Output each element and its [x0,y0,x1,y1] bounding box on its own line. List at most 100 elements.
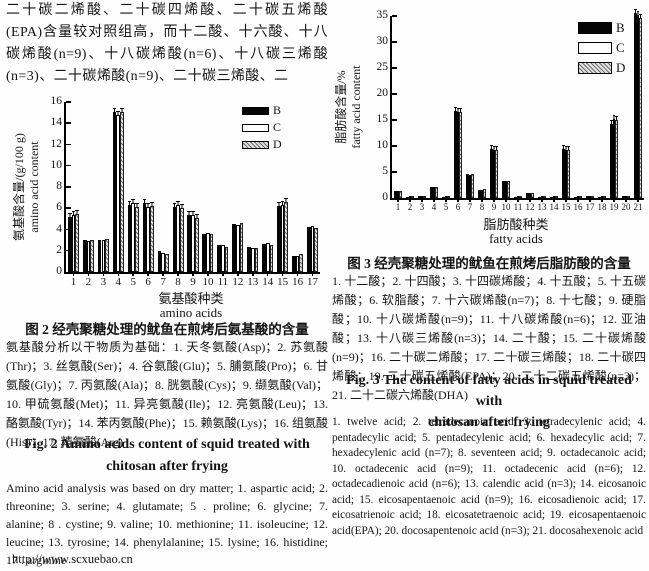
x-tick-mark [397,198,399,202]
bar-B-cat-15 [561,148,565,198]
bar-C-cat-20 [624,195,628,198]
legend-swatch-d-icon [242,140,269,149]
legend-row-C: C [242,120,282,135]
x-tick-mark [601,198,603,202]
y-tick-label: 10 [376,139,389,151]
error-bar [561,144,565,149]
figure2-note-en: Amino acid analysis was based on dry mat… [6,481,328,567]
bar-B-cat-8 [477,189,481,198]
x-tick-label: 7 [160,276,166,288]
error-bar [453,106,457,111]
figure2-plot-area: B C D 0 2 4 6 8 10 12 14 16 1 2 3 4 5 6 7 8 9 10 11 12 13 14 15… [51,95,320,288]
x-tick-label: 5 [443,202,449,212]
figure3-note-zh: 1. 十二酸；2. 十四酸；3. 十四碳烯酸；4. 十五酸；5. 十五碳烯酸；6… [332,274,646,402]
bar-B-cat-13 [537,197,541,198]
x-tick-label: 8 [175,276,181,288]
bar-C-cat-8 [176,205,180,272]
bar-C-cat-13 [540,196,544,198]
error-bar [277,202,281,207]
error-bar [131,198,136,203]
bar-B-cat-4 [429,187,433,198]
figure3-x-axis-label-zh: 脂肪酸种类 [483,217,549,232]
error-bar [179,204,184,209]
bar-C-cat-3 [420,195,424,198]
bar-C-cat-4 [432,187,436,198]
x-tick-label: 1 [70,276,77,288]
legend-label-d: D [616,60,626,75]
legend-label-b: B [616,20,625,35]
error-bar [633,8,637,13]
x-tick-mark [625,198,627,202]
bar-C-cat-2 [86,241,91,272]
y-tick-mark [66,122,71,124]
error-bar [615,116,619,120]
error-bar [176,201,180,206]
x-tick-label: 9 [190,276,196,288]
bar-C-cat-16 [576,196,580,198]
figure2-caption-en: Fig. 2 Amino acids content of squid trea… [6,434,328,478]
x-tick-mark [237,272,239,276]
bar-C-cat-10 [504,181,508,198]
error-bar [112,107,117,112]
error-bar [116,110,121,115]
bar-D-cat-2 [90,240,94,272]
bar-C-cat-17 [588,196,592,198]
error-bar [567,145,571,150]
bar-B-cat-12 [525,193,529,198]
bar-C-cat-1 [396,191,400,198]
figure3-caption-en-line1: Fig. 3 The content of fatty acids in squ… [346,373,632,409]
y-tick-label: 16 [50,95,63,107]
bar-B-cat-17 [585,196,589,198]
x-tick-label: 6 [145,276,151,288]
bar-D-cat-20 [627,195,631,198]
left-column: 二十碳二烯酸、二十碳四烯酸、二十碳五烯酸(EPA)含量较对照组高，而十二酸、十六… [6,0,328,571]
x-tick-mark [177,272,179,276]
error-bar [67,212,72,217]
bar-B-cat-6 [453,110,457,198]
y-tick-label: 25 [376,61,389,73]
y-tick-label: 0 [56,265,62,277]
y-tick-mark [392,15,397,17]
bar-D-cat-9 [194,217,199,272]
y-tick-mark [66,186,71,188]
bar-D-cat-16 [299,253,304,272]
bar-B-cat-7 [465,174,469,198]
bar-C-cat-17 [310,226,315,272]
bar-B-cat-10 [202,233,207,272]
x-tick-mark [192,272,194,276]
x-tick-mark [281,272,284,276]
x-tick-mark [517,198,519,202]
x-tick-mark [469,198,471,202]
bar-C-cat-6 [456,111,460,198]
error-bar [489,145,493,150]
error-bar [495,145,499,150]
bar-D-cat-12 [531,193,535,198]
bar-B-cat-8 [172,207,177,272]
bar-D-cat-14 [555,196,559,198]
bar-C-cat-3 [101,240,106,272]
bar-B-cat-19 [609,123,613,198]
bar-D-cat-15 [284,201,289,272]
error-bar [187,210,192,215]
legend-label-d: D [273,137,282,151]
figure3-caption-zh: 图 3 经壳聚糖处理的鱿鱼在煎烤后脂肪酸的含量 [347,256,631,271]
x-tick-mark [102,272,105,276]
x-tick-label: 4 [431,202,437,212]
bar-D-cat-4 [120,111,124,272]
bar-D-cat-17 [314,228,319,272]
error-bar [150,202,154,207]
x-tick-mark [433,198,435,202]
bar-D-cat-13 [543,196,547,198]
bar-D-cat-8 [483,189,487,198]
x-tick-mark [637,198,639,202]
x-tick-label: 1 [395,202,401,212]
bar-B-cat-6 [142,202,147,272]
legend-swatch-c-icon [578,42,612,54]
y-tick-label: 35 [376,9,389,21]
y-tick-label: 30 [376,35,389,47]
x-tick-label: 21 [633,202,643,212]
error-bar [142,198,147,203]
legend-row-C: C [578,40,625,56]
bar-D-cat-18 [603,196,607,198]
